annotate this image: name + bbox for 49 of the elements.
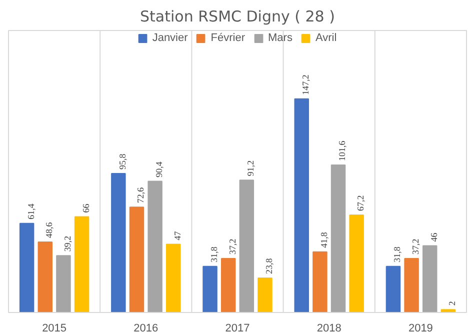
data-label: 147,2 <box>300 74 311 95</box>
bar <box>294 98 309 312</box>
bar <box>422 245 438 312</box>
bar <box>166 244 181 312</box>
x-tick-label: 2017 <box>225 322 250 334</box>
bar <box>330 164 346 312</box>
bar <box>56 255 71 312</box>
bar <box>386 266 401 312</box>
bar <box>239 180 254 312</box>
data-label: 95,8 <box>117 153 128 170</box>
legend-label: Février <box>210 32 246 44</box>
x-tick-label: 2016 <box>134 322 158 334</box>
data-label: 31,8 <box>392 246 402 262</box>
bar <box>38 241 53 312</box>
legend-label: Mars <box>268 32 292 44</box>
bar <box>220 258 236 312</box>
bar <box>111 172 126 312</box>
data-label: 23,8 <box>264 258 274 274</box>
legend-label: Avril <box>315 32 337 44</box>
data-label: 46 <box>428 232 439 242</box>
bar <box>129 206 144 312</box>
data-label: 48,6 <box>44 222 54 238</box>
bar <box>148 180 162 312</box>
x-tick-label: 2018 <box>316 322 342 334</box>
chart-title: Station RSMC Digny ( 28 ) <box>140 8 335 26</box>
data-label: 41,8 <box>318 232 329 248</box>
data-label: 90,4 <box>154 161 164 178</box>
bar <box>202 266 218 312</box>
bar <box>312 251 328 312</box>
data-label: 72,6 <box>136 186 146 204</box>
bar <box>349 214 364 312</box>
x-tick-label: 2015 <box>42 322 67 334</box>
data-label: 91,2 <box>246 160 256 176</box>
legend-label: Janvier <box>152 32 188 44</box>
data-label: 39,2 <box>62 236 72 252</box>
data-label: 101,6 <box>337 140 348 162</box>
x-tick-label: 2019 <box>408 322 433 334</box>
bar <box>258 277 272 312</box>
bar <box>19 222 34 312</box>
data-label: 31,8 <box>209 246 220 262</box>
data-label: 47 <box>172 230 182 240</box>
data-label: 2 <box>447 301 458 306</box>
data-label: 37,2 <box>410 238 421 255</box>
data-label: 67,2 <box>356 195 366 211</box>
data-label: 61,4 <box>26 203 36 220</box>
data-label: 66 <box>80 203 91 213</box>
data-label: 37,2 <box>227 238 238 255</box>
bar <box>404 258 419 312</box>
bar <box>74 216 90 312</box>
